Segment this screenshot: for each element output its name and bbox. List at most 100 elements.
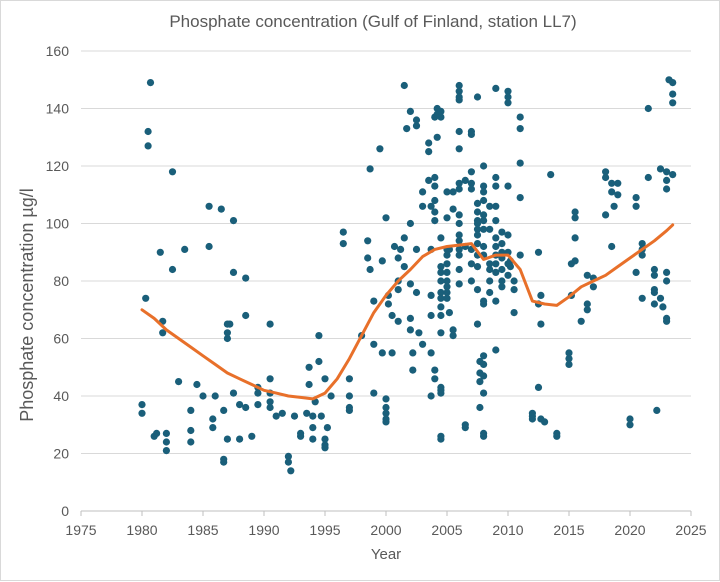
data-point xyxy=(455,87,463,95)
data-point xyxy=(492,173,500,182)
data-point xyxy=(583,306,591,314)
data-point xyxy=(382,395,390,403)
data-point xyxy=(431,196,439,205)
data-point xyxy=(504,231,512,239)
data-point xyxy=(486,265,494,274)
data-point xyxy=(486,225,494,233)
data-point xyxy=(610,202,618,210)
data-point xyxy=(187,438,195,446)
data-point xyxy=(229,268,238,276)
data-point xyxy=(492,297,500,305)
data-point xyxy=(409,366,417,374)
data-point xyxy=(480,162,488,170)
data-point xyxy=(455,96,463,104)
data-point xyxy=(480,300,488,308)
data-point xyxy=(427,349,435,357)
data-point xyxy=(449,332,457,340)
data-point xyxy=(162,447,170,455)
data-point xyxy=(626,415,634,423)
x-tick-label: 2000 xyxy=(370,522,401,538)
data-point xyxy=(236,401,244,409)
data-point xyxy=(614,179,622,187)
data-point xyxy=(486,277,494,285)
data-point xyxy=(455,145,463,153)
data-point xyxy=(663,268,671,276)
data-point xyxy=(272,412,280,420)
data-point xyxy=(449,326,457,334)
data-point xyxy=(476,378,484,386)
data-point xyxy=(492,182,500,190)
y-tick-label: 100 xyxy=(46,216,70,232)
data-point xyxy=(473,286,482,294)
data-point xyxy=(266,375,274,383)
data-point xyxy=(455,280,463,288)
data-point xyxy=(406,314,414,322)
data-point xyxy=(534,383,543,391)
data-point xyxy=(284,452,292,460)
data-point xyxy=(602,211,610,219)
data-point xyxy=(492,268,500,276)
data-point xyxy=(254,389,262,397)
data-point xyxy=(403,125,411,133)
data-point xyxy=(425,176,433,184)
data-point xyxy=(431,366,439,374)
data-point xyxy=(443,277,451,285)
data-point xyxy=(650,288,659,297)
data-point xyxy=(229,389,238,397)
data-point xyxy=(480,188,488,196)
data-point xyxy=(309,412,317,420)
data-point xyxy=(287,467,295,475)
data-point xyxy=(504,93,512,101)
data-point xyxy=(455,127,463,136)
x-tick-label: 2025 xyxy=(675,522,706,538)
data-point xyxy=(602,173,610,182)
data-point xyxy=(498,240,506,248)
data-point xyxy=(254,401,262,409)
data-point xyxy=(455,245,463,253)
data-point xyxy=(199,392,207,400)
data-point xyxy=(602,168,610,176)
y-tick-label: 20 xyxy=(53,446,69,462)
data-point xyxy=(455,219,463,228)
data-point xyxy=(278,409,286,417)
data-point xyxy=(370,389,378,397)
data-point xyxy=(455,251,463,259)
data-point xyxy=(437,329,445,337)
data-point xyxy=(455,237,463,245)
data-point xyxy=(608,242,616,251)
y-tick-label: 0 xyxy=(61,503,69,519)
data-point xyxy=(455,179,463,187)
data-point xyxy=(476,403,484,412)
data-point xyxy=(236,435,244,443)
data-point xyxy=(473,240,482,248)
data-point xyxy=(541,418,549,426)
data-point xyxy=(394,254,402,262)
data-point xyxy=(663,185,671,193)
y-tick-label: 80 xyxy=(53,273,69,289)
data-point xyxy=(504,99,512,107)
data-point xyxy=(406,219,414,228)
data-point xyxy=(443,288,451,297)
data-point xyxy=(144,127,152,136)
data-point xyxy=(266,403,274,412)
y-tick-label: 40 xyxy=(53,388,69,404)
data-point xyxy=(638,251,646,259)
data-point xyxy=(553,432,561,440)
x-tick-label: 2005 xyxy=(431,522,462,538)
data-point xyxy=(632,268,640,276)
data-point xyxy=(431,375,439,383)
data-point xyxy=(443,260,451,268)
trend-line-layer xyxy=(140,223,675,401)
data-point xyxy=(565,360,573,368)
data-point xyxy=(498,265,506,274)
data-point xyxy=(656,294,665,302)
data-point xyxy=(608,188,616,196)
data-point xyxy=(669,90,677,98)
data-point xyxy=(669,171,677,179)
data-point xyxy=(480,389,488,397)
chart-title: Phosphate concentration (Gulf of Finland… xyxy=(169,12,576,31)
data-point xyxy=(297,429,305,437)
y-tick-label: 60 xyxy=(53,331,69,347)
data-point xyxy=(486,202,494,210)
data-point xyxy=(370,340,378,348)
